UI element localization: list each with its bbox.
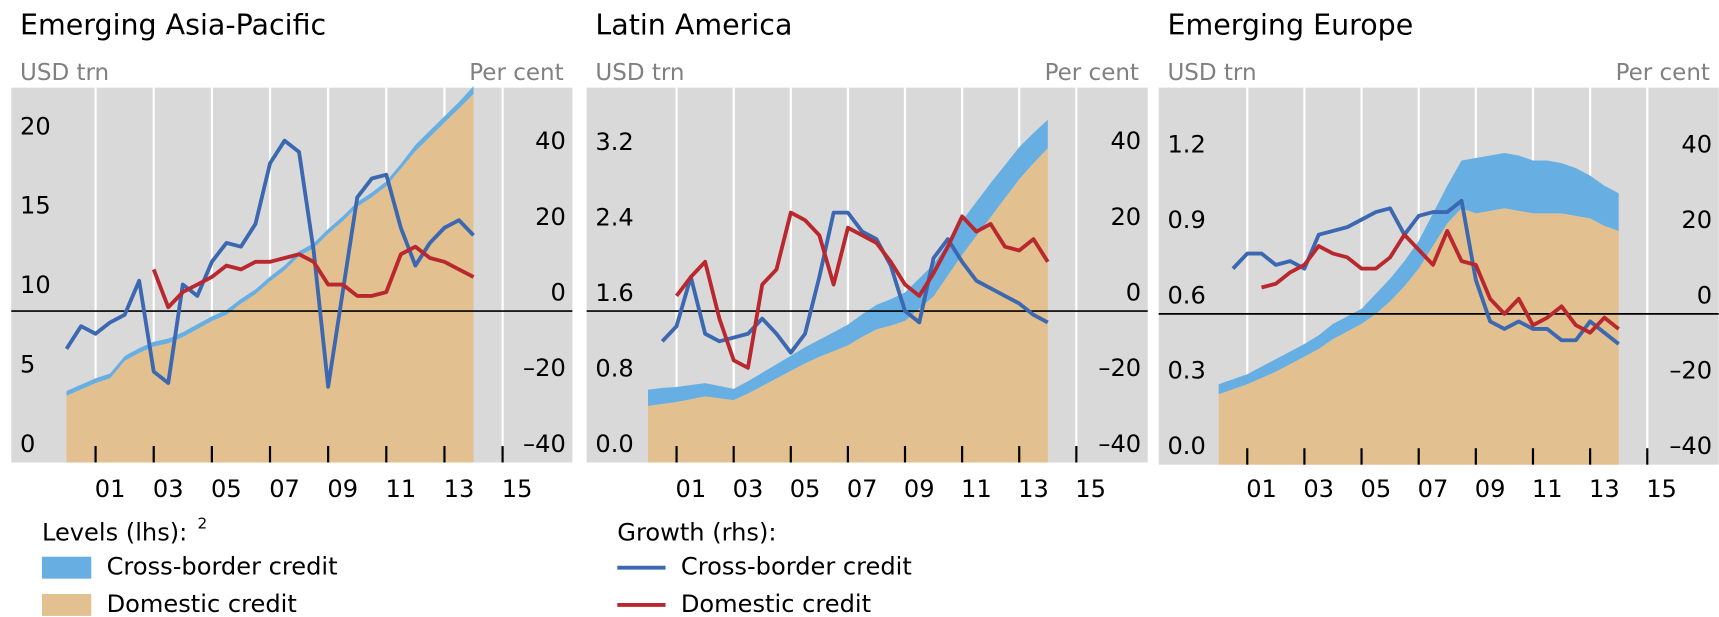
y2-axis-label: Per cent xyxy=(1045,60,1139,86)
panel-title: Emerging Asia-Pacific xyxy=(20,8,326,41)
legend-footnote: 2 xyxy=(198,514,208,532)
y-axis-label: USD trn xyxy=(20,60,109,86)
y2-tick-label: 0 xyxy=(1697,281,1712,309)
y-tick-label: 2.4 xyxy=(595,203,633,231)
band xyxy=(1218,153,1619,395)
y2-tick-label: –20 xyxy=(1669,357,1712,385)
y2-tick-label: –40 xyxy=(1669,432,1712,460)
x-tick-label: 05 xyxy=(1360,475,1391,503)
x-tick-label: 03 xyxy=(1303,475,1334,503)
y-tick-label: 0.0 xyxy=(595,430,633,458)
y-tick-label: 0.0 xyxy=(1167,432,1205,460)
area xyxy=(1218,208,1619,465)
x-tick-label: 13 xyxy=(1018,475,1049,503)
x-tick-label: 11 xyxy=(385,475,416,503)
x-tick-label: 01 xyxy=(1246,475,1277,503)
y2-tick-label: –40 xyxy=(1098,430,1141,458)
x-tick-label: 11 xyxy=(1532,475,1563,503)
x-tick-label: 03 xyxy=(733,475,764,503)
y2-tick-label: 20 xyxy=(535,203,566,231)
x-tick-label: 07 xyxy=(1418,475,1449,503)
y-tick-label: 1.6 xyxy=(595,279,633,307)
y2-tick-label: 0 xyxy=(1126,279,1141,307)
legend-label: Domestic credit xyxy=(681,590,871,617)
x-tick-label: 07 xyxy=(847,475,878,503)
legend-heading: Levels (lhs): xyxy=(42,519,187,547)
y2-tick-label: 40 xyxy=(1681,131,1712,159)
panel-title: Latin America xyxy=(595,8,792,41)
y2-tick-label: –40 xyxy=(523,430,566,458)
line xyxy=(64,138,475,389)
y-tick-label: 20 xyxy=(20,112,51,140)
y2-tick-label: 0 xyxy=(550,279,565,307)
y-axis-label: USD trn xyxy=(1167,60,1256,86)
legend-swatch xyxy=(41,593,92,616)
legend-swatch xyxy=(41,556,92,579)
y2-tick-label: 40 xyxy=(1110,127,1141,155)
line xyxy=(675,210,1050,370)
x-tick-label: 05 xyxy=(790,475,821,503)
line xyxy=(1231,198,1620,346)
panel-title: Emerging Europe xyxy=(1167,8,1413,41)
y2-axis-label: Per cent xyxy=(1616,60,1710,86)
x-tick-label: 15 xyxy=(1646,475,1677,503)
y-tick-label: 0.8 xyxy=(595,354,633,382)
y-tick-label: 3.2 xyxy=(595,128,633,156)
x-tick-label: 11 xyxy=(961,475,992,503)
x-tick-label: 05 xyxy=(211,475,242,503)
y2-tick-label: –20 xyxy=(1098,354,1141,382)
line xyxy=(151,244,475,310)
y-tick-label: 10 xyxy=(20,271,51,299)
legend-label: Cross-border credit xyxy=(107,553,338,581)
x-tick-label: 13 xyxy=(1589,475,1620,503)
x-tick-label: 03 xyxy=(153,475,184,503)
y-tick-label: 0.3 xyxy=(1167,357,1205,385)
legend-label: Cross-border credit xyxy=(681,553,912,581)
line xyxy=(1261,229,1620,335)
x-tick-label: 15 xyxy=(1075,475,1106,503)
x-tick-label: 01 xyxy=(95,475,126,503)
area xyxy=(648,148,1048,463)
x-tick-label: 13 xyxy=(444,475,475,503)
legend-label: Domestic credit xyxy=(107,590,297,617)
legend-heading: Growth (rhs): xyxy=(617,519,776,547)
x-tick-label: 01 xyxy=(675,475,706,503)
y-tick-label: 15 xyxy=(20,192,51,220)
y2-tick-label: 20 xyxy=(1681,206,1712,234)
x-tick-label: 07 xyxy=(269,475,300,503)
y-tick-label: 0.9 xyxy=(1167,206,1205,234)
y-tick-label: 1.2 xyxy=(1167,131,1205,159)
x-tick-label: 09 xyxy=(1475,475,1506,503)
y2-tick-label: 20 xyxy=(1110,203,1141,231)
y2-axis-label: Per cent xyxy=(469,60,563,86)
y2-tick-label: –20 xyxy=(523,354,566,382)
x-tick-label: 09 xyxy=(327,475,358,503)
y-tick-label: 0.6 xyxy=(1167,281,1205,309)
x-tick-label: 09 xyxy=(904,475,935,503)
y-tick-label: 0 xyxy=(20,430,35,458)
y-tick-label: 5 xyxy=(20,351,35,379)
x-tick-label: 15 xyxy=(502,475,533,503)
y-axis-label: USD trn xyxy=(595,60,684,86)
y2-tick-label: 40 xyxy=(535,127,566,155)
